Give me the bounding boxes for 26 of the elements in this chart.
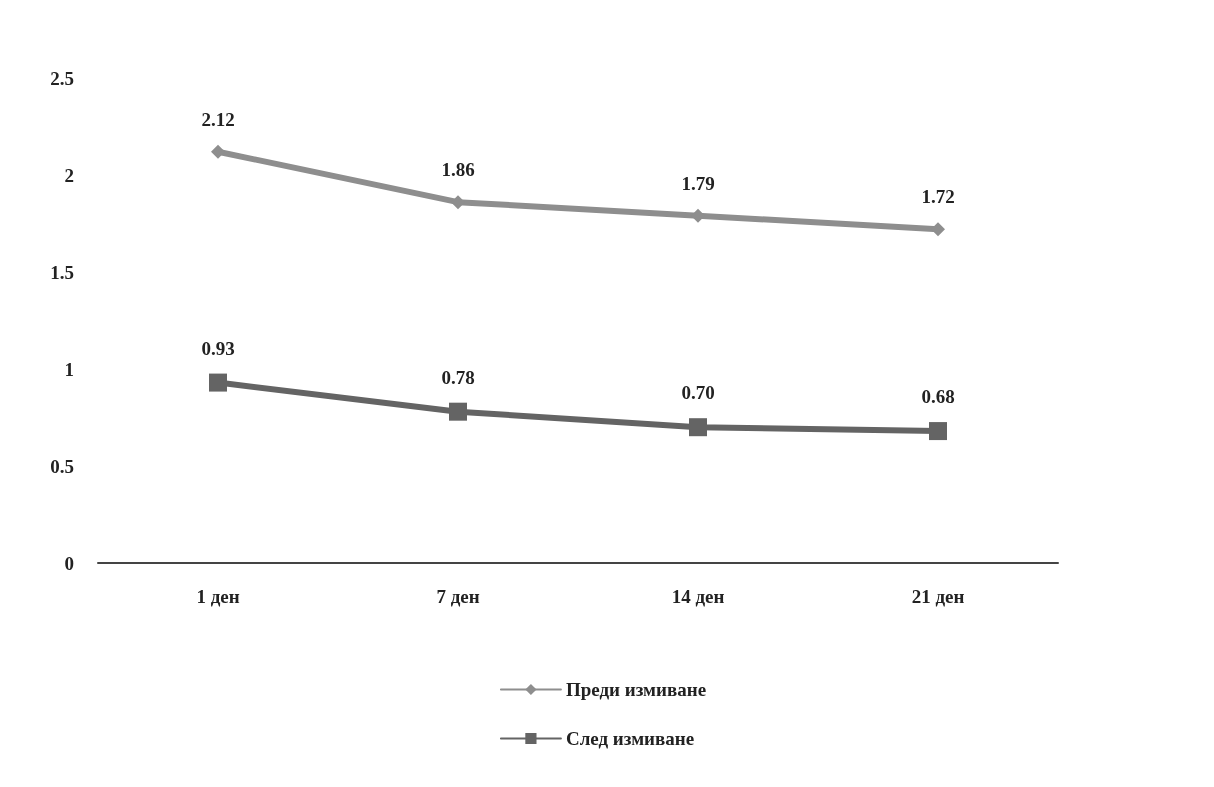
data-label: 0.93 — [201, 337, 235, 359]
y-tick-label: 1 — [64, 358, 74, 380]
data-label: 1.72 — [921, 186, 955, 208]
data-label: 0.78 — [441, 366, 475, 388]
y-tick-label: 0 — [64, 552, 74, 574]
data-label: 2.12 — [201, 108, 235, 130]
data-label: 1.86 — [441, 159, 475, 181]
point — [929, 422, 947, 441]
x-tick-label: 14 ден — [671, 586, 725, 607]
y-tick-label: 0.5 — [50, 455, 74, 477]
x-tick-label: 1 ден — [196, 586, 240, 607]
x-tick-label: 21 ден — [911, 586, 965, 607]
legend-label: След измиване — [565, 728, 695, 749]
y-tick-label: 2 — [64, 164, 74, 186]
point — [209, 373, 227, 392]
data-label: 0.70 — [681, 382, 715, 404]
legend-label: Преди измиване — [565, 679, 707, 700]
y-tick-label: 2.5 — [50, 67, 74, 89]
data-label: 0.68 — [921, 386, 955, 408]
x-tick-label: 7 ден — [436, 586, 480, 607]
y-tick-label: 1.5 — [50, 261, 74, 283]
point — [689, 418, 707, 437]
point — [451, 195, 465, 210]
point — [211, 144, 225, 159]
data-label: 1.79 — [681, 172, 715, 194]
point — [449, 402, 467, 421]
